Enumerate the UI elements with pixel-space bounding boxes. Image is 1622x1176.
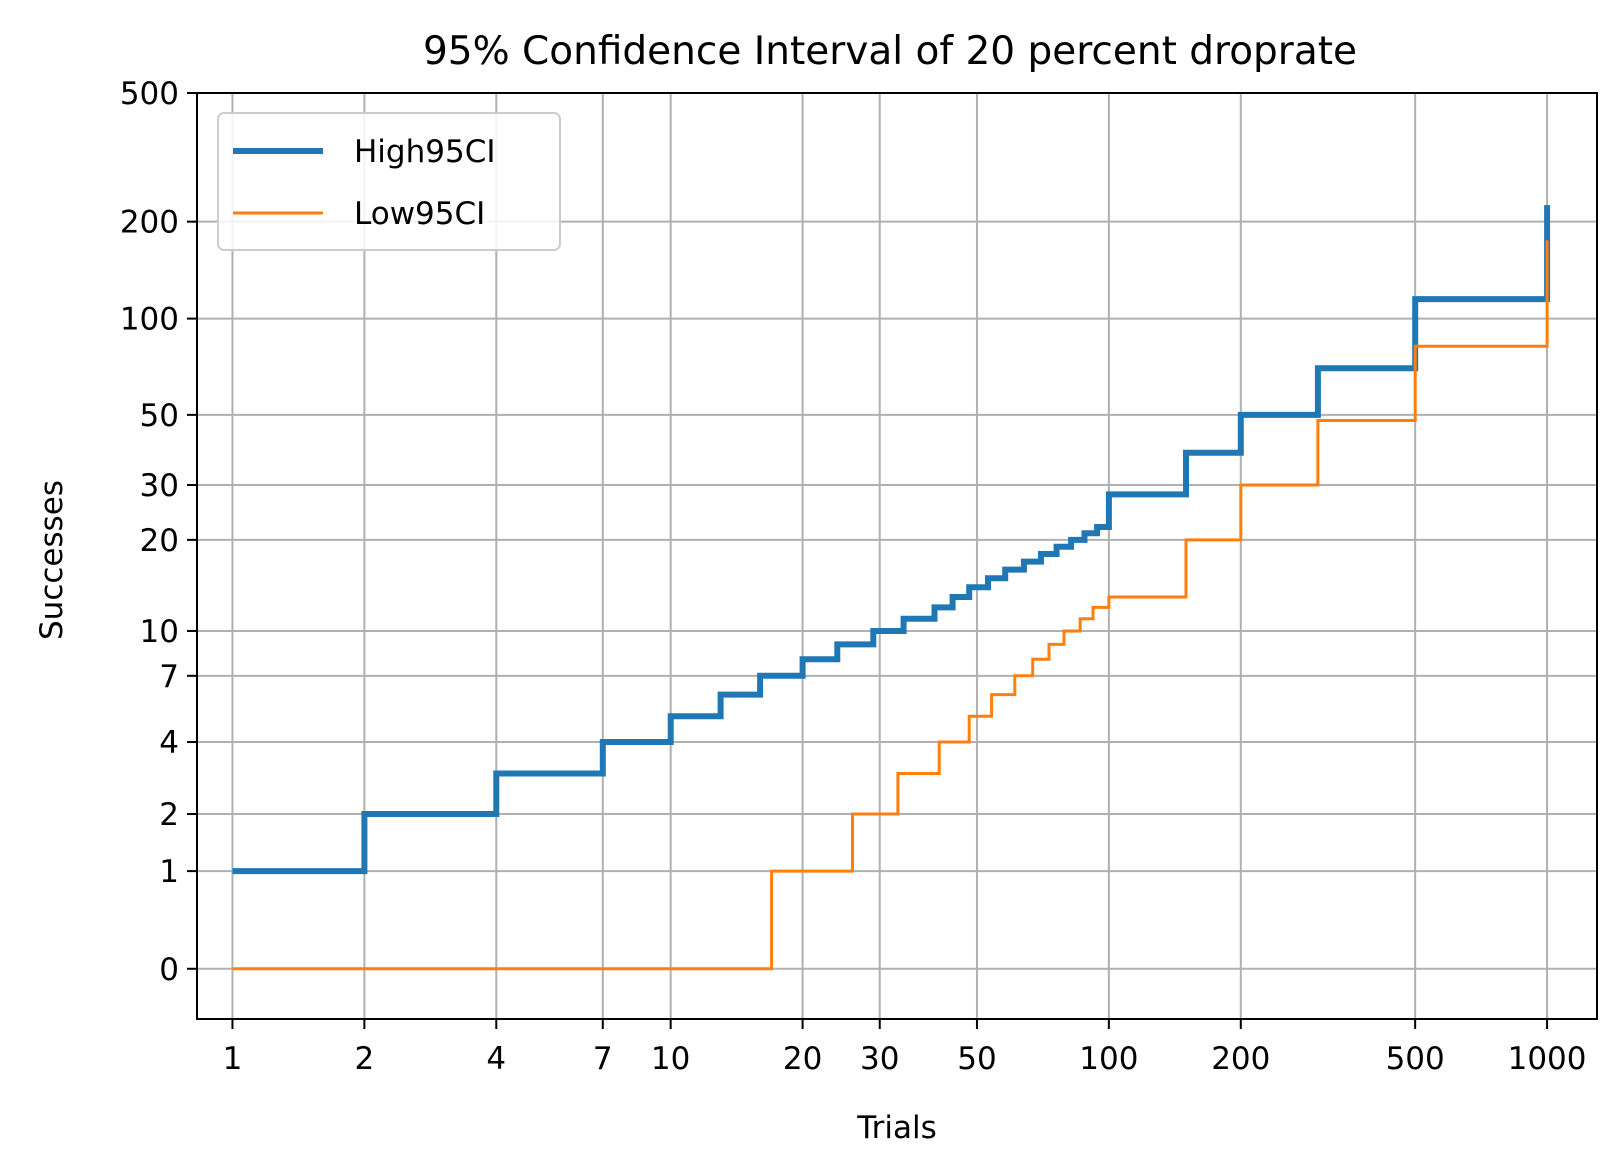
x-tick-label: 200 xyxy=(1211,1041,1270,1077)
x-tick-label: 1000 xyxy=(1508,1041,1587,1077)
x-tick-label: 100 xyxy=(1079,1041,1138,1077)
y-tick-label: 7 xyxy=(159,659,179,695)
series-line-low95ci xyxy=(232,240,1549,971)
y-axis: 0 1 2 4 7 10 20 30 50 100 200 500 xyxy=(120,76,197,988)
legend-label-high95ci: High95CI xyxy=(354,134,495,170)
x-tick-label: 2 xyxy=(355,1041,375,1077)
x-tick-label: 10 xyxy=(651,1041,690,1077)
y-tick-label: 0 xyxy=(159,952,179,988)
y-tick-label: 2 xyxy=(159,797,179,833)
x-axis: 1 2 4 7 10 20 30 50 100 200 500 1000 xyxy=(223,1019,1587,1077)
x-tick-label: 4 xyxy=(486,1041,506,1077)
legend-box xyxy=(217,112,561,251)
x-tick-label: 20 xyxy=(783,1041,822,1077)
y-tick-label: 500 xyxy=(120,76,179,112)
x-tick-label: 7 xyxy=(593,1041,613,1077)
chart-title: 95% Confidence Interval of 20 percent dr… xyxy=(423,29,1357,74)
x-tick-label: 30 xyxy=(860,1041,899,1077)
legend: High95CI Low95CI xyxy=(217,112,561,251)
y-tick-label: 200 xyxy=(120,205,179,241)
x-tick-label: 50 xyxy=(957,1041,996,1077)
series-layer xyxy=(232,205,1551,971)
x-tick-label: 500 xyxy=(1386,1041,1445,1077)
y-tick-label: 4 xyxy=(159,725,179,761)
y-tick-label: 30 xyxy=(140,468,179,504)
legend-label-low95ci: Low95CI xyxy=(354,196,485,232)
y-tick-label: 20 xyxy=(140,523,179,559)
series-line-high95ci xyxy=(232,205,1551,875)
plot-frame xyxy=(196,92,1598,1020)
y-tick-label: 1 xyxy=(159,854,179,890)
x-axis-label: Trials xyxy=(856,1110,937,1146)
y-tick-label: 50 xyxy=(140,398,179,434)
y-tick-label: 100 xyxy=(120,302,179,338)
y-tick-label: 10 xyxy=(140,614,179,650)
y-axis-label: Successes xyxy=(34,480,70,640)
x-tick-label: 1 xyxy=(223,1041,243,1077)
